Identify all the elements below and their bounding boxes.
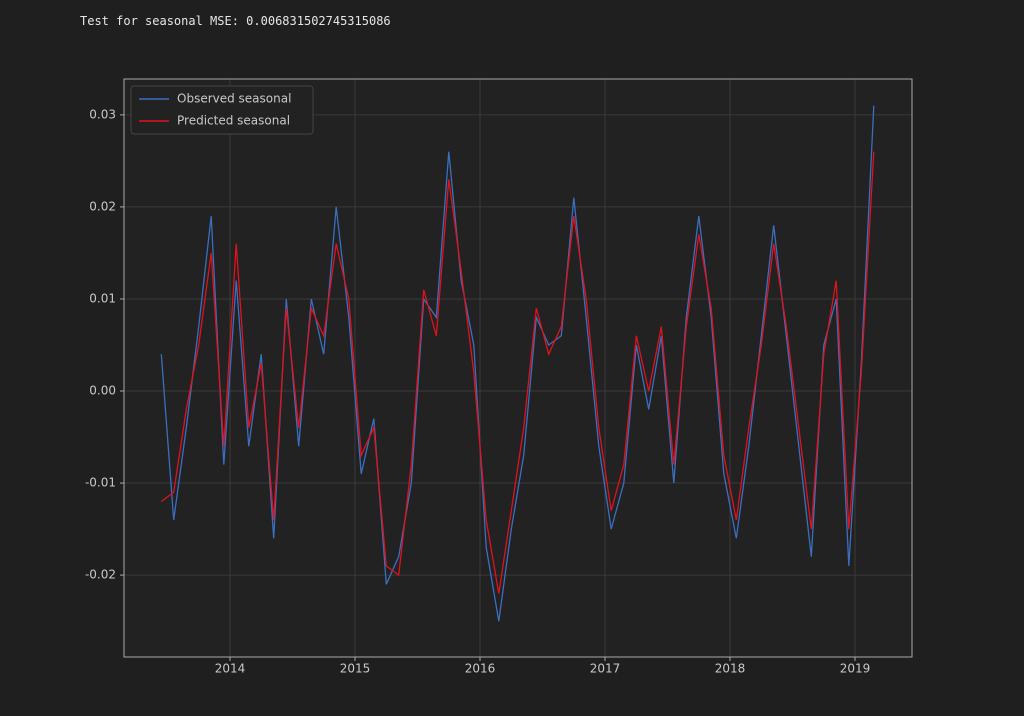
y-tick-label: 0.01 [89, 291, 116, 305]
x-tick-label: 2019 [840, 662, 871, 676]
legend-box [130, 85, 314, 135]
x-tick-label: 2014 [215, 662, 246, 676]
plot-frame [123, 78, 913, 658]
x-tick-label: 2015 [340, 662, 371, 676]
x-tick-label: 2018 [715, 662, 746, 676]
y-tick-label: -0.02 [85, 568, 116, 582]
y-tick-label: 0.02 [89, 199, 116, 213]
legend-label: Observed seasonal [177, 92, 291, 106]
y-tick-label: 0.03 [89, 107, 116, 121]
plot-area [124, 79, 912, 657]
series-line [160, 151, 875, 594]
x-tick-label: 2016 [465, 662, 496, 676]
x-tick-label: 2017 [590, 662, 621, 676]
y-tick-label: 0.00 [89, 384, 116, 398]
legend-label: Predicted seasonal [177, 114, 290, 128]
output-text: Test for seasonal MSE: 0.006831502745315… [80, 14, 391, 28]
y-tick-label: -0.01 [85, 476, 116, 490]
